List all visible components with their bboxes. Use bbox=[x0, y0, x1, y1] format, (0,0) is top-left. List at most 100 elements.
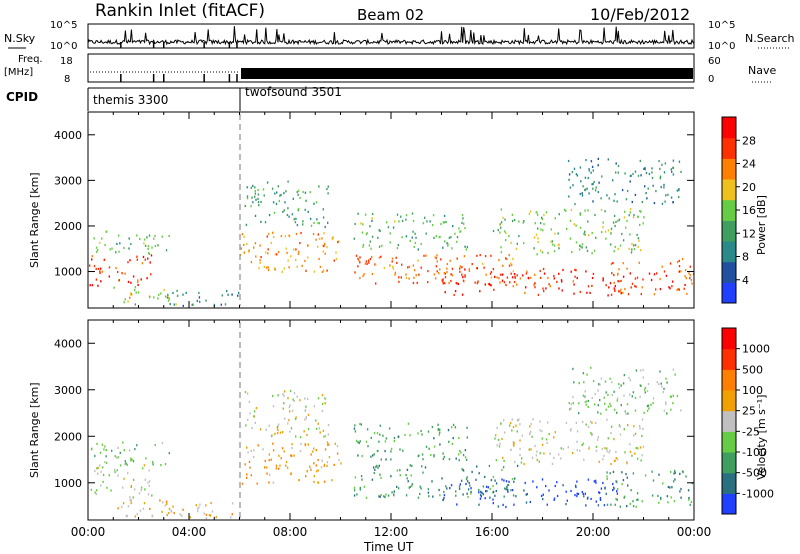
velocity-cell bbox=[545, 438, 548, 441]
power-cell bbox=[691, 282, 693, 285]
power-cell bbox=[588, 168, 590, 171]
velocity-cell bbox=[680, 409, 682, 412]
power-cell bbox=[510, 272, 512, 275]
velocity-cell bbox=[306, 433, 308, 437]
velocity-cell bbox=[282, 393, 284, 396]
power-cell bbox=[284, 235, 287, 238]
power-cell bbox=[248, 249, 250, 252]
velocity-cell bbox=[586, 373, 588, 376]
velocity-cell bbox=[154, 444, 156, 447]
velocity-cell bbox=[277, 428, 279, 432]
velocity-cell bbox=[264, 459, 266, 463]
power-cell bbox=[431, 224, 434, 227]
velocity-cell bbox=[162, 501, 164, 504]
power-cell bbox=[267, 269, 270, 272]
velocity-cell bbox=[327, 433, 329, 436]
power-cell bbox=[199, 300, 201, 303]
power-cell bbox=[299, 242, 301, 245]
power-cell bbox=[659, 177, 661, 180]
power-cell bbox=[396, 261, 398, 264]
velocity-cell bbox=[289, 410, 291, 413]
power-cell bbox=[408, 265, 411, 268]
velocity-cell bbox=[264, 466, 266, 469]
power-cell bbox=[573, 283, 575, 286]
power-cell bbox=[588, 192, 590, 195]
velocity-cell bbox=[511, 478, 514, 481]
power-cell bbox=[283, 192, 285, 195]
velocity-cell bbox=[377, 450, 379, 453]
power-cell bbox=[530, 276, 532, 279]
velocity-cell bbox=[165, 500, 168, 503]
power-cell bbox=[237, 294, 239, 297]
power-cell bbox=[608, 286, 610, 289]
power-cell bbox=[610, 293, 613, 296]
power-cell bbox=[622, 291, 624, 294]
velocity-cell bbox=[433, 445, 436, 448]
power-cell bbox=[297, 252, 300, 256]
velocity-cell bbox=[584, 400, 586, 404]
power-cell bbox=[570, 270, 572, 273]
velocity-cell bbox=[605, 391, 607, 394]
velocity-cell bbox=[501, 437, 503, 441]
power-cell bbox=[602, 221, 604, 224]
velocity-ylabel: Slant Range [km] bbox=[28, 382, 41, 478]
power-cell bbox=[624, 210, 626, 213]
power-cell bbox=[584, 209, 586, 212]
power-cell bbox=[443, 221, 446, 224]
velocity-cell bbox=[570, 489, 572, 493]
power-cell bbox=[426, 220, 428, 223]
velocity-cell bbox=[140, 486, 143, 489]
power-cell bbox=[317, 245, 319, 248]
power-cell bbox=[362, 274, 364, 277]
velocity-cell bbox=[639, 427, 641, 430]
noise-sky-trace bbox=[87, 26, 695, 46]
velocity-cell bbox=[606, 450, 608, 453]
power-cell bbox=[505, 239, 507, 242]
power-cell bbox=[626, 219, 628, 223]
power-cell bbox=[617, 164, 620, 168]
velocity-cell bbox=[272, 442, 274, 445]
power-cell bbox=[511, 276, 514, 279]
power-cell bbox=[323, 232, 325, 235]
power-cell bbox=[665, 194, 667, 197]
velocity-cell bbox=[210, 501, 212, 505]
velocity-cell bbox=[576, 430, 579, 433]
velocity-cell bbox=[640, 384, 642, 387]
velocity-cell bbox=[117, 474, 119, 477]
velocity-cell bbox=[582, 420, 584, 424]
power-cell bbox=[623, 216, 626, 219]
power-cell bbox=[534, 273, 536, 276]
velocity-cell bbox=[359, 422, 361, 426]
velocity-cell bbox=[257, 444, 259, 447]
power-cell bbox=[240, 247, 243, 250]
velocity-cell bbox=[665, 403, 667, 406]
velocity-cell bbox=[253, 415, 255, 418]
power-cell bbox=[579, 290, 581, 293]
power-cell bbox=[504, 230, 506, 233]
power-cell bbox=[111, 247, 113, 250]
velocity-cell bbox=[459, 483, 461, 486]
velocity-cell bbox=[575, 421, 578, 424]
velocity-cell bbox=[505, 480, 508, 483]
power-cell bbox=[676, 261, 679, 264]
velocity-cell bbox=[616, 492, 619, 495]
velocity-cell bbox=[104, 461, 106, 464]
power-cell bbox=[95, 267, 97, 271]
power-cell bbox=[146, 277, 148, 280]
power-cell bbox=[464, 245, 466, 248]
velocity-cell bbox=[254, 421, 256, 424]
power-cell bbox=[273, 235, 275, 239]
power-cell bbox=[444, 282, 446, 285]
velocity-cell bbox=[669, 486, 671, 489]
velocity-cell bbox=[614, 408, 616, 411]
velocity-cell bbox=[132, 460, 135, 463]
power-cell bbox=[101, 270, 103, 273]
power-cell bbox=[371, 212, 374, 216]
power-cell bbox=[542, 267, 545, 271]
power-cell bbox=[435, 265, 438, 268]
noise-panel: N.Sky 10^5 10^0 10^5 10^0 N.Search bbox=[4, 20, 795, 82]
velocity-cell bbox=[642, 445, 645, 448]
velocity-cell bbox=[266, 466, 268, 469]
velocity-colorbar-frame bbox=[721, 327, 737, 515]
power-cell bbox=[500, 221, 503, 224]
